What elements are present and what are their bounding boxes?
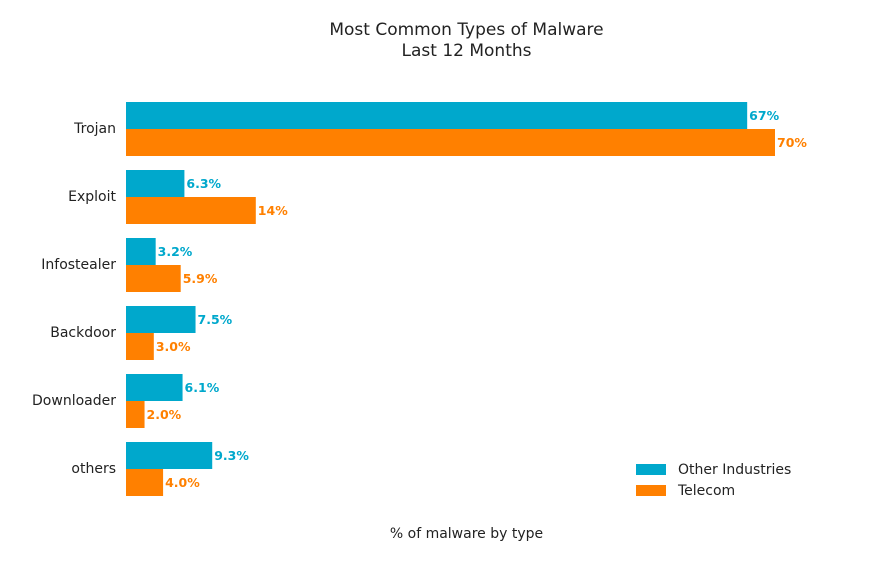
category-tick-label: others xyxy=(71,461,116,477)
bar-value-label: 3.0% xyxy=(156,339,191,354)
chart-title-line: Most Common Types of Malware xyxy=(329,20,604,40)
chart-legend: Other Industries Telecom xyxy=(636,459,791,501)
bar-other-industries xyxy=(126,306,196,333)
bar-telecom xyxy=(126,401,145,428)
bar-value-label: 5.9% xyxy=(183,271,218,286)
bar-other-industries xyxy=(126,442,213,469)
bar-value-label: 9.3% xyxy=(214,448,249,463)
bar-other-industries xyxy=(126,374,183,401)
bar-telecom xyxy=(126,469,164,496)
x-axis-label: % of malware by type xyxy=(389,526,544,542)
category-tick-label: Trojan xyxy=(73,121,116,137)
legend-swatch xyxy=(636,485,666,496)
bar-value-label: 7.5% xyxy=(198,312,233,327)
bar-other-industries xyxy=(126,102,748,129)
bar-value-label: 3.2% xyxy=(158,244,193,259)
bar-telecom xyxy=(126,197,256,224)
legend-label: Other Industries xyxy=(678,461,792,478)
chart-title: Most Common Types of Malware Last 12 Mon… xyxy=(0,20,877,62)
category-tick-label: Downloader xyxy=(32,393,116,409)
bar-value-label: 70% xyxy=(777,135,807,150)
legend-item-other-industries: Other Industries xyxy=(636,459,791,480)
bar-other-industries xyxy=(126,170,185,197)
category-tick-label: Backdoor xyxy=(50,325,116,341)
legend-label: Telecom xyxy=(678,482,736,499)
bar-value-label: 2.0% xyxy=(147,407,182,422)
bar-telecom xyxy=(126,265,181,292)
bar-value-label: 67% xyxy=(749,108,779,123)
legend-item-telecom: Telecom xyxy=(636,480,791,501)
bar-value-label: 6.3% xyxy=(186,176,221,191)
chart-subtitle-line: Last 12 Months xyxy=(401,41,532,61)
bar-value-label: 6.1% xyxy=(185,380,220,395)
bar-value-label: 14% xyxy=(258,203,288,218)
legend-swatch xyxy=(636,464,666,475)
category-tick-label: Infostealer xyxy=(41,257,116,273)
bar-telecom xyxy=(126,129,775,156)
bar-telecom xyxy=(126,333,154,360)
bar-value-label: 4.0% xyxy=(165,475,200,490)
category-tick-label: Exploit xyxy=(68,189,116,205)
bar-other-industries xyxy=(126,238,156,265)
